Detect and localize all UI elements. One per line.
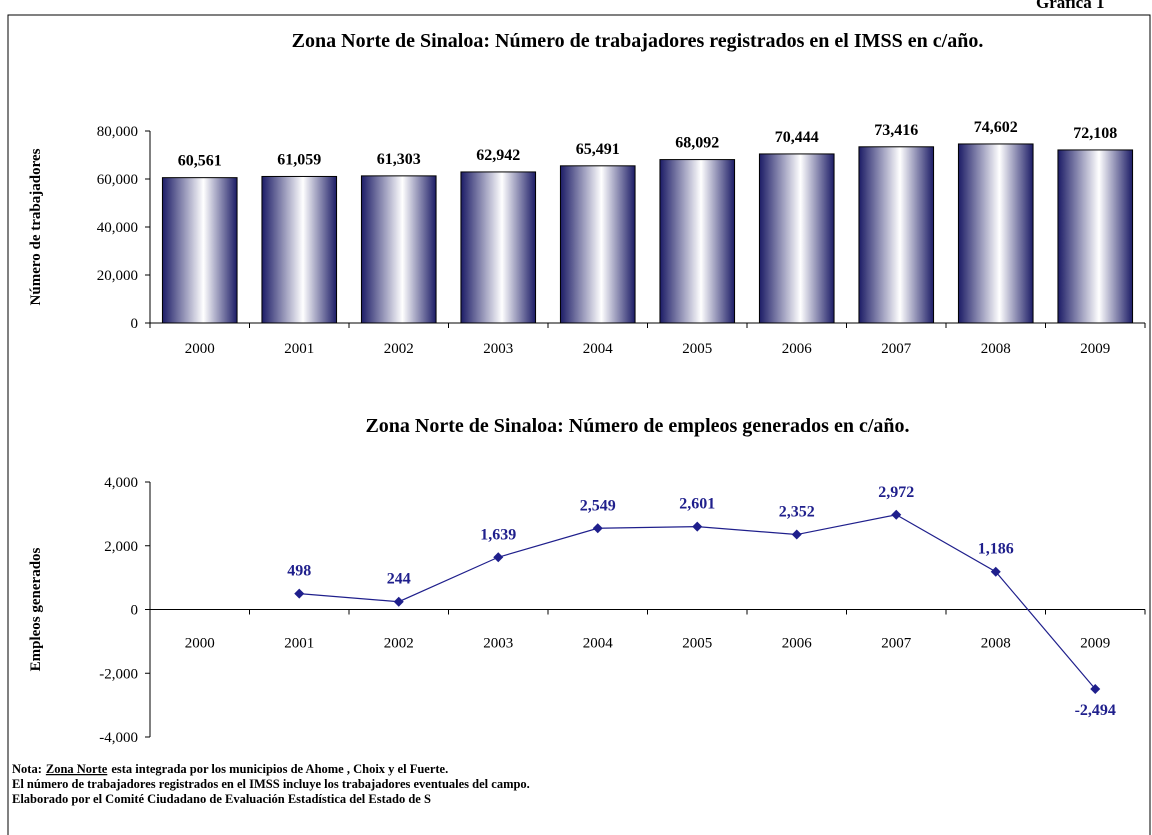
chart-title: Zona Norte de Sinaloa: Número de trabaja… bbox=[292, 30, 984, 52]
y-tick-label: -2,000 bbox=[99, 666, 138, 682]
x-tick-label: 2005 bbox=[682, 341, 712, 357]
value-label: 498 bbox=[287, 563, 311, 580]
bar bbox=[659, 159, 736, 324]
x-tick-label: 2005 bbox=[682, 636, 712, 652]
x-tick-label: 2003 bbox=[483, 341, 513, 357]
y-axis-label: Empleos generados bbox=[28, 547, 44, 671]
x-tick-label: 2007 bbox=[881, 636, 912, 652]
note-line: Nota: Zona Norte esta integrada por los mu… bbox=[12, 762, 448, 776]
value-label: -2,494 bbox=[1075, 702, 1116, 719]
bar bbox=[1057, 149, 1134, 324]
marker bbox=[1090, 683, 1101, 694]
value-label: 2,352 bbox=[779, 504, 815, 521]
marker bbox=[393, 596, 404, 607]
bar bbox=[858, 146, 935, 324]
value-label: 62,942 bbox=[476, 147, 520, 164]
x-tick-label: 2004 bbox=[583, 636, 614, 652]
y-tick-label: 20,000 bbox=[97, 268, 138, 284]
value-label: 70,444 bbox=[775, 129, 819, 146]
x-tick-label: 2006 bbox=[782, 636, 813, 652]
marker bbox=[692, 521, 703, 532]
header: Gráfica 1 bbox=[1036, 0, 1104, 12]
y-tick-label: 40,000 bbox=[97, 220, 138, 236]
value-label: 2,972 bbox=[878, 484, 914, 501]
marker bbox=[891, 509, 902, 520]
value-label: 73,416 bbox=[874, 122, 918, 139]
note-text: esta integrada por los municipios de Aho… bbox=[111, 762, 448, 776]
value-label: 68,092 bbox=[675, 135, 719, 152]
y-axis-label: Número de trabajadores bbox=[28, 148, 44, 305]
marker bbox=[294, 588, 305, 599]
value-label: 65,491 bbox=[576, 141, 620, 158]
bar bbox=[758, 153, 835, 324]
bar bbox=[261, 175, 338, 324]
marker bbox=[990, 566, 1001, 577]
bar bbox=[161, 177, 238, 324]
x-tick-label: 2000 bbox=[185, 636, 215, 652]
note-underlined: Zona Norte bbox=[46, 762, 108, 776]
marker bbox=[592, 523, 603, 534]
bar bbox=[460, 171, 537, 324]
x-tick-label: 2002 bbox=[384, 636, 414, 652]
x-tick-label: 2001 bbox=[284, 341, 314, 357]
y-tick-label: 80,000 bbox=[97, 124, 138, 140]
value-label: 61,059 bbox=[277, 151, 321, 168]
x-tick-label: 2002 bbox=[384, 341, 414, 357]
x-tick-label: 2004 bbox=[583, 341, 614, 357]
y-tick-label: 0 bbox=[131, 603, 139, 619]
y-tick-label: 0 bbox=[131, 316, 139, 332]
x-tick-label: 2000 bbox=[185, 341, 215, 357]
x-tick-label: 2008 bbox=[981, 636, 1011, 652]
value-label: 2,601 bbox=[679, 496, 715, 513]
x-tick-label: 2009 bbox=[1080, 341, 1110, 357]
value-label: 2,549 bbox=[580, 497, 616, 514]
chart-title: Zona Norte de Sinaloa: Número de empleos… bbox=[365, 415, 909, 437]
bar bbox=[559, 165, 636, 324]
note-line: El número de trabajadores registrados en… bbox=[12, 777, 530, 791]
line bbox=[299, 514, 1096, 690]
value-label: 60,561 bbox=[178, 153, 222, 170]
x-tick-label: 2001 bbox=[284, 636, 314, 652]
note-label: Nota: bbox=[12, 762, 42, 776]
x-tick-label: 2009 bbox=[1080, 636, 1110, 652]
frame bbox=[7, 14, 1151, 835]
bar bbox=[957, 143, 1034, 324]
x-tick-label: 2006 bbox=[782, 341, 813, 357]
x-tick-label: 2008 bbox=[981, 341, 1011, 357]
bar bbox=[360, 175, 437, 324]
y-tick-label: 2,000 bbox=[104, 539, 138, 555]
y-tick-label: -4,000 bbox=[99, 730, 138, 746]
y-tick-label: 60,000 bbox=[97, 172, 138, 188]
value-label: 74,602 bbox=[974, 119, 1018, 136]
value-label: 1,639 bbox=[480, 526, 516, 543]
x-tick-label: 2007 bbox=[881, 341, 912, 357]
marker bbox=[791, 529, 802, 540]
y-tick-label: 4,000 bbox=[104, 475, 138, 491]
value-label: 61,303 bbox=[377, 151, 421, 168]
x-tick-label: 2003 bbox=[483, 636, 513, 652]
marker bbox=[493, 552, 504, 563]
note-line: Elaborado por el Comité Ciudadano de Eva… bbox=[12, 792, 431, 806]
value-label: 72,108 bbox=[1073, 125, 1117, 142]
value-label: 1,186 bbox=[978, 541, 1014, 558]
value-label: 244 bbox=[387, 571, 411, 588]
